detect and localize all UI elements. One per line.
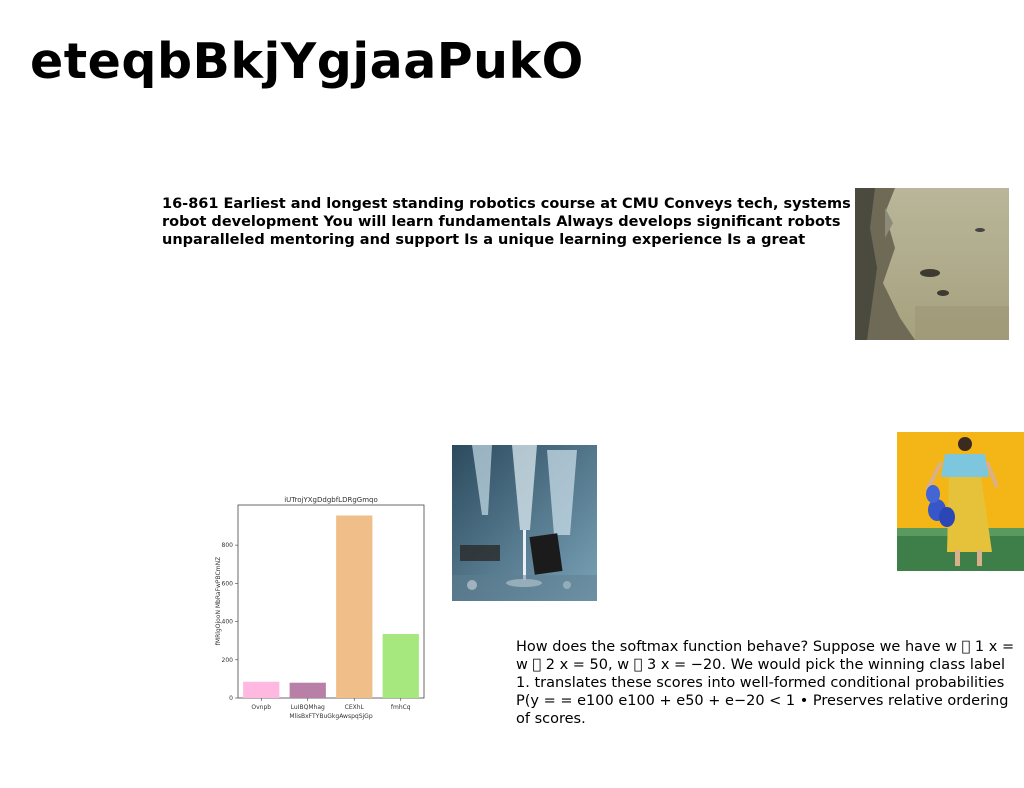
chart-bar-Ovnpb bbox=[243, 681, 280, 698]
chart-y-tick-label: 0 bbox=[229, 695, 233, 702]
woman-with-balloons-photo bbox=[897, 432, 1024, 571]
chart-x-tick-label: CEXhL bbox=[345, 704, 365, 711]
chart-y-tick-label: 800 bbox=[222, 542, 234, 549]
chart-y-tick-label: 400 bbox=[222, 619, 234, 626]
course-description-text: 16-861 Earliest and longest standing rob… bbox=[162, 196, 851, 248]
chart-bar-fmhCq bbox=[382, 633, 419, 698]
coastline-photo bbox=[855, 188, 1009, 340]
bar-chart: iUTrojYXgDdgbfLDRgGmqo 0 200 400 600 800 Ovn… bbox=[215, 496, 425, 720]
chart-y-tick-label: 600 bbox=[222, 580, 234, 587]
softmax-explanation-text: How does the softmax function behave? Su… bbox=[516, 639, 1015, 727]
chart-title: iUTrojYXgDdgbfLDRgGmqo bbox=[284, 496, 378, 504]
chart-x-tick-label: Ovnpb bbox=[251, 704, 271, 711]
chart-x-axis-label: MlisBxFTYBuGkgAwspqSjGp bbox=[289, 713, 372, 720]
chart-bar-LuIBQMhag bbox=[289, 682, 326, 698]
chart-y-axis-label: fMRlgOjooN MbRaFwPBCmNZ bbox=[215, 557, 222, 645]
slide-title: eteqbBkjYgjaaPukO bbox=[30, 33, 584, 90]
chart-y-tick-label: 200 bbox=[222, 657, 234, 664]
chart-x-tick-label: LuIBQMhag bbox=[291, 704, 325, 711]
chart-x-tick-label: fmhCq bbox=[391, 704, 411, 711]
chart-bar-CEXhL bbox=[336, 515, 373, 698]
champagne-glasses-photo bbox=[452, 445, 597, 601]
